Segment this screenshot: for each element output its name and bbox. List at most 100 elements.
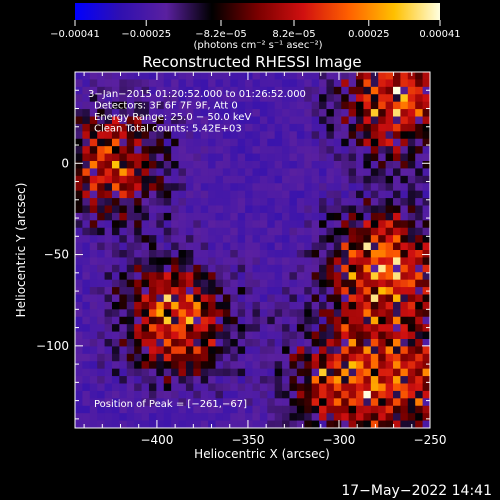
heatmap-cell (400, 309, 409, 318)
heatmap-cell (252, 227, 261, 236)
heatmap-cell (415, 183, 424, 192)
heatmap-cell (326, 413, 335, 421)
heatmap-cell (156, 405, 165, 414)
heatmap-cell (200, 331, 209, 340)
heatmap-cell (119, 324, 128, 332)
heatmap-cell (111, 220, 120, 229)
heatmap-cell (378, 420, 387, 428)
heatmap-cell (385, 72, 394, 80)
heatmap-cell (319, 198, 327, 206)
heatmap-cell (193, 309, 202, 318)
heatmap-cell (363, 398, 372, 407)
heatmap-cell (311, 420, 320, 428)
heatmap-cell (245, 123, 253, 132)
heatmap-cell (193, 235, 202, 243)
heatmap-cell (104, 242, 113, 251)
heatmap-cell (393, 131, 401, 140)
heatmap-cell (289, 339, 298, 347)
heatmap-cell (348, 279, 357, 288)
heatmap-cell (215, 175, 224, 184)
heatmap-cell (215, 94, 224, 103)
heatmap-cell (200, 316, 209, 325)
heatmap-cell (282, 190, 290, 199)
heatmap-cell (304, 168, 313, 177)
heatmap-cell (156, 146, 165, 154)
heatmap-cell (119, 79, 128, 88)
heatmap-cell (178, 94, 187, 103)
heatmap-cell (222, 294, 231, 303)
heatmap-cell (252, 183, 261, 192)
heatmap-cell (333, 242, 342, 251)
heatmap-cell (356, 183, 364, 192)
heatmap-cell (245, 175, 253, 184)
heatmap-cell (378, 316, 387, 325)
heatmap-cell (119, 272, 128, 281)
heatmap-cell (282, 346, 290, 355)
heatmap-cell (89, 242, 98, 251)
heatmap-cell (378, 376, 387, 384)
heatmap-cell (111, 235, 120, 243)
heatmap-cell (230, 294, 239, 303)
heatmap-cell (126, 353, 135, 362)
heatmap-cell (163, 220, 172, 229)
heatmap-cell (163, 420, 172, 428)
heatmap-cell (370, 123, 379, 132)
heatmap-cell (82, 72, 91, 80)
heatmap-cell (185, 272, 194, 281)
heatmap-cell (407, 146, 416, 154)
heatmap-cell (156, 123, 165, 132)
heatmap-cell (267, 79, 276, 88)
heatmap-cell (274, 413, 283, 421)
heatmap-cell (333, 420, 342, 428)
heatmap-cell (311, 368, 320, 377)
heatmap-cell (126, 376, 135, 384)
heatmap-cell (119, 361, 128, 370)
heatmap-cell (141, 116, 150, 125)
heatmap-cell (193, 272, 202, 281)
heatmap-cell (89, 368, 98, 377)
heatmap-cell (141, 413, 150, 421)
heatmap-cell (333, 190, 342, 199)
heatmap-cell (222, 161, 231, 169)
heatmap-cell (230, 390, 239, 399)
heatmap-cell (171, 183, 179, 192)
heatmap-cell (185, 405, 194, 414)
heatmap-cell (370, 346, 379, 355)
heatmap-cell (252, 146, 261, 154)
heatmap-cell (259, 168, 268, 177)
heatmap-cell (252, 316, 261, 325)
heatmap-cell (156, 94, 165, 103)
heatmap-cell (348, 183, 357, 192)
heatmap-cell (89, 398, 98, 407)
heatmap-cell (422, 94, 430, 103)
heatmap-cell (282, 353, 290, 362)
colorbar-tick-label: −0.00025 (121, 29, 171, 40)
heatmap-cell (193, 168, 202, 177)
heatmap-cell (134, 353, 142, 362)
heatmap-cell (208, 94, 216, 103)
heatmap-cell (348, 175, 357, 184)
heatmap-cell (289, 398, 298, 407)
heatmap-cell (282, 131, 290, 140)
heatmap-cell (407, 198, 416, 206)
heatmap-cell (319, 220, 327, 229)
heatmap-cell (348, 346, 357, 355)
heatmap-cell (282, 79, 290, 88)
heatmap-cell (348, 227, 357, 236)
heatmap-cell (304, 146, 313, 154)
heatmap-cell (385, 339, 394, 347)
heatmap-cell (104, 123, 113, 132)
heatmap-cell (222, 398, 231, 407)
heatmap-cell (296, 287, 305, 295)
heatmap-cell (274, 368, 283, 377)
heatmap-cell (333, 227, 342, 236)
heatmap-cell (296, 272, 305, 281)
heatmap-cell (97, 264, 105, 273)
heatmap-cell (422, 205, 430, 214)
heatmap-cell (333, 324, 342, 332)
heatmap-cell (348, 257, 357, 266)
heatmap-cell (378, 94, 387, 103)
heatmap-cell (282, 138, 290, 147)
heatmap-cell (222, 235, 231, 243)
